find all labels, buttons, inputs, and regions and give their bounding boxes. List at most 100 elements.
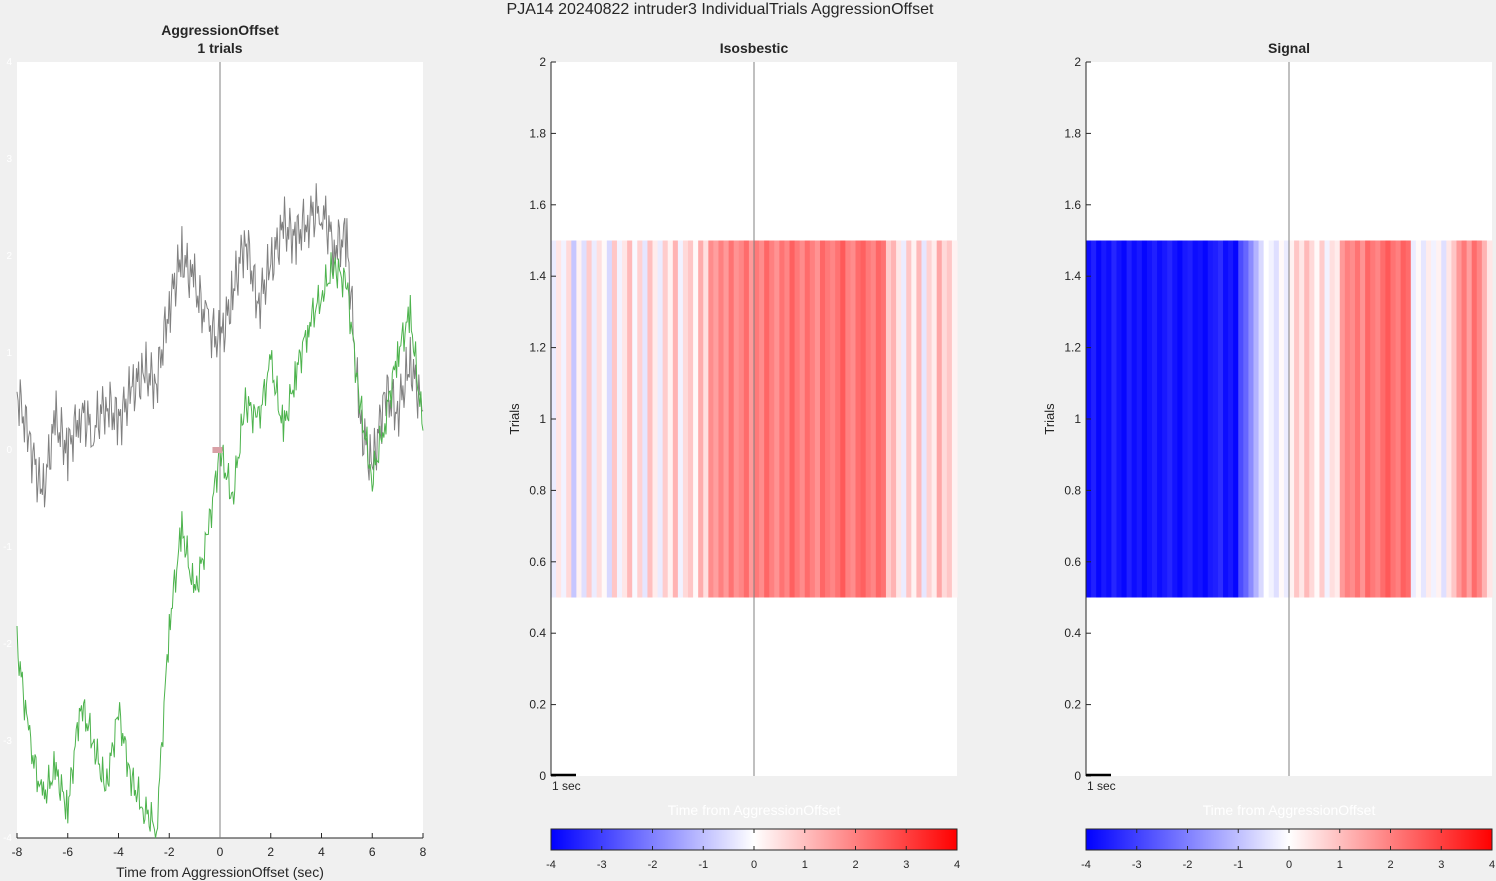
signal-heatmap-strip: [1086, 240, 1493, 598]
heat-cell: [581, 240, 588, 598]
heat-cell: [637, 240, 643, 598]
heat-cell: [799, 240, 806, 598]
heat-cell: [896, 240, 902, 598]
heat-cell: [819, 240, 826, 598]
heat-cell: [576, 240, 583, 598]
line-y-tick-label: 1: [6, 348, 12, 359]
heat-cell: [1172, 240, 1178, 598]
heat-cell: [693, 240, 699, 598]
heat-cell: [875, 240, 882, 598]
heat-y-tick-label: 1.6: [1064, 198, 1081, 212]
colorbar-tick-label: 0: [751, 859, 757, 871]
heat-cell: [662, 240, 669, 598]
heat-cell: [1202, 240, 1209, 598]
isosbestic-y-ticks: 0 0.2 0.4 0.6 0.8 1 1.2 1.4 1.6 1.8 2: [529, 55, 556, 783]
heat-cell: [1182, 240, 1189, 598]
heat-cell: [1228, 240, 1234, 598]
heat-cell: [586, 240, 593, 598]
line-x-tick-label: -6: [62, 845, 73, 859]
heat-cell: [1299, 240, 1305, 598]
heat-cell: [566, 240, 572, 598]
heat-cell: [1314, 240, 1321, 598]
line-y-tick-label: -4: [3, 833, 12, 844]
heat-cell: [738, 240, 745, 598]
heat-cell: [870, 240, 877, 598]
heat-cell: [860, 240, 867, 598]
heat-cell: [1420, 240, 1427, 598]
figure-title: PJA14 20240822 intruder3 IndividualTrial…: [507, 1, 934, 18]
heat-y-tick-label: 1.4: [1064, 269, 1081, 283]
heat-y-tick-label: 1.8: [529, 126, 546, 140]
heat-cell: [1324, 240, 1331, 598]
heat-cell: [1157, 240, 1163, 598]
heat-cell: [906, 240, 912, 598]
heat-cell: [774, 240, 780, 598]
heat-cell: [759, 240, 765, 598]
onset-marker: [212, 447, 223, 453]
line-x-tick-label: 8: [420, 845, 427, 859]
isosbestic-xlabel: Time from AggressionOffset: [668, 802, 841, 818]
line-y-tick-label: 0: [6, 445, 12, 456]
heat-y-tick-label: 0.4: [1064, 626, 1081, 640]
heat-cell: [1329, 240, 1336, 598]
heat-cell: [1253, 240, 1260, 598]
line-y-tick-label: 3: [6, 154, 12, 165]
line-x-tick-label: 4: [318, 845, 325, 859]
heat-y-tick-label: 2: [1074, 55, 1081, 69]
heat-cell: [677, 240, 684, 598]
heat-cell: [1360, 240, 1366, 598]
heat-y-tick-label: 0.6: [1064, 555, 1081, 569]
heat-cell: [1405, 240, 1412, 598]
heat-cell: [1243, 240, 1249, 598]
heat-cell: [921, 240, 928, 598]
line-y-tick-label: -2: [3, 639, 12, 650]
heat-cell: [1131, 240, 1138, 598]
heat-cell: [1091, 240, 1097, 598]
heat-cell: [1441, 240, 1447, 598]
heat-cell: [1136, 240, 1143, 598]
heat-cell: [779, 240, 786, 598]
heat-cell: [1121, 240, 1128, 598]
line-y-tick-label: 4: [6, 57, 12, 68]
line-title-1: AggressionOffset: [161, 22, 279, 38]
heat-cell: [1451, 240, 1458, 598]
heat-cell: [1390, 240, 1397, 598]
heat-cell: [708, 240, 714, 598]
heat-cell: [941, 240, 948, 598]
heat-cell: [804, 240, 811, 598]
line-x-tick-label: 0: [217, 845, 224, 859]
heat-cell: [946, 240, 953, 598]
colorbar-tick-label: 2: [852, 859, 858, 871]
heat-cell: [814, 240, 821, 598]
heat-cell: [931, 240, 938, 598]
heat-cell: [1481, 240, 1488, 598]
heat-cell: [1126, 240, 1133, 598]
signal-scalebar-label: 1 sec: [1087, 779, 1116, 793]
heat-cell: [1294, 240, 1300, 598]
colorbar-tick-label: 2: [1387, 859, 1393, 871]
heat-cell: [754, 240, 760, 598]
heat-cell: [1258, 240, 1265, 598]
heat-cell: [789, 240, 796, 598]
heat-y-tick-label: 0.6: [529, 555, 546, 569]
colorbar-tick-label: 0: [1286, 859, 1292, 871]
line-x-ticks: -8 -6 -4 -2 0 2 4 6 8: [12, 833, 427, 859]
colorbar-tick-label: 4: [1489, 859, 1495, 871]
heat-cell: [1101, 240, 1107, 598]
heat-cell: [1238, 240, 1244, 598]
heat-cell: [1400, 240, 1407, 598]
colorbar-tick-label: -3: [1132, 859, 1142, 871]
heat-cell: [1273, 240, 1280, 598]
line-y-tick-label: 2: [6, 251, 12, 262]
line-y-tick-label: -3: [3, 736, 12, 747]
signal-panel: Signal 0 0.2 0.4 0.6 0.8 1 1.2 1.4 1.6 1.8 2 1 sec…: [1042, 40, 1495, 871]
isosbestic-colorbar-ticks: -4 -3 -2 -1 0 1 2 3 4: [546, 829, 960, 871]
heat-cell: [1344, 240, 1351, 598]
heat-cell: [1278, 240, 1285, 598]
heat-cell: [1141, 240, 1148, 598]
heat-cell: [713, 240, 720, 598]
heat-cell: [1339, 240, 1346, 598]
heat-y-tick-label: 1.8: [1064, 126, 1081, 140]
colorbar-tick-label: 3: [1438, 859, 1444, 871]
colorbar-tick-label: -1: [698, 859, 708, 871]
